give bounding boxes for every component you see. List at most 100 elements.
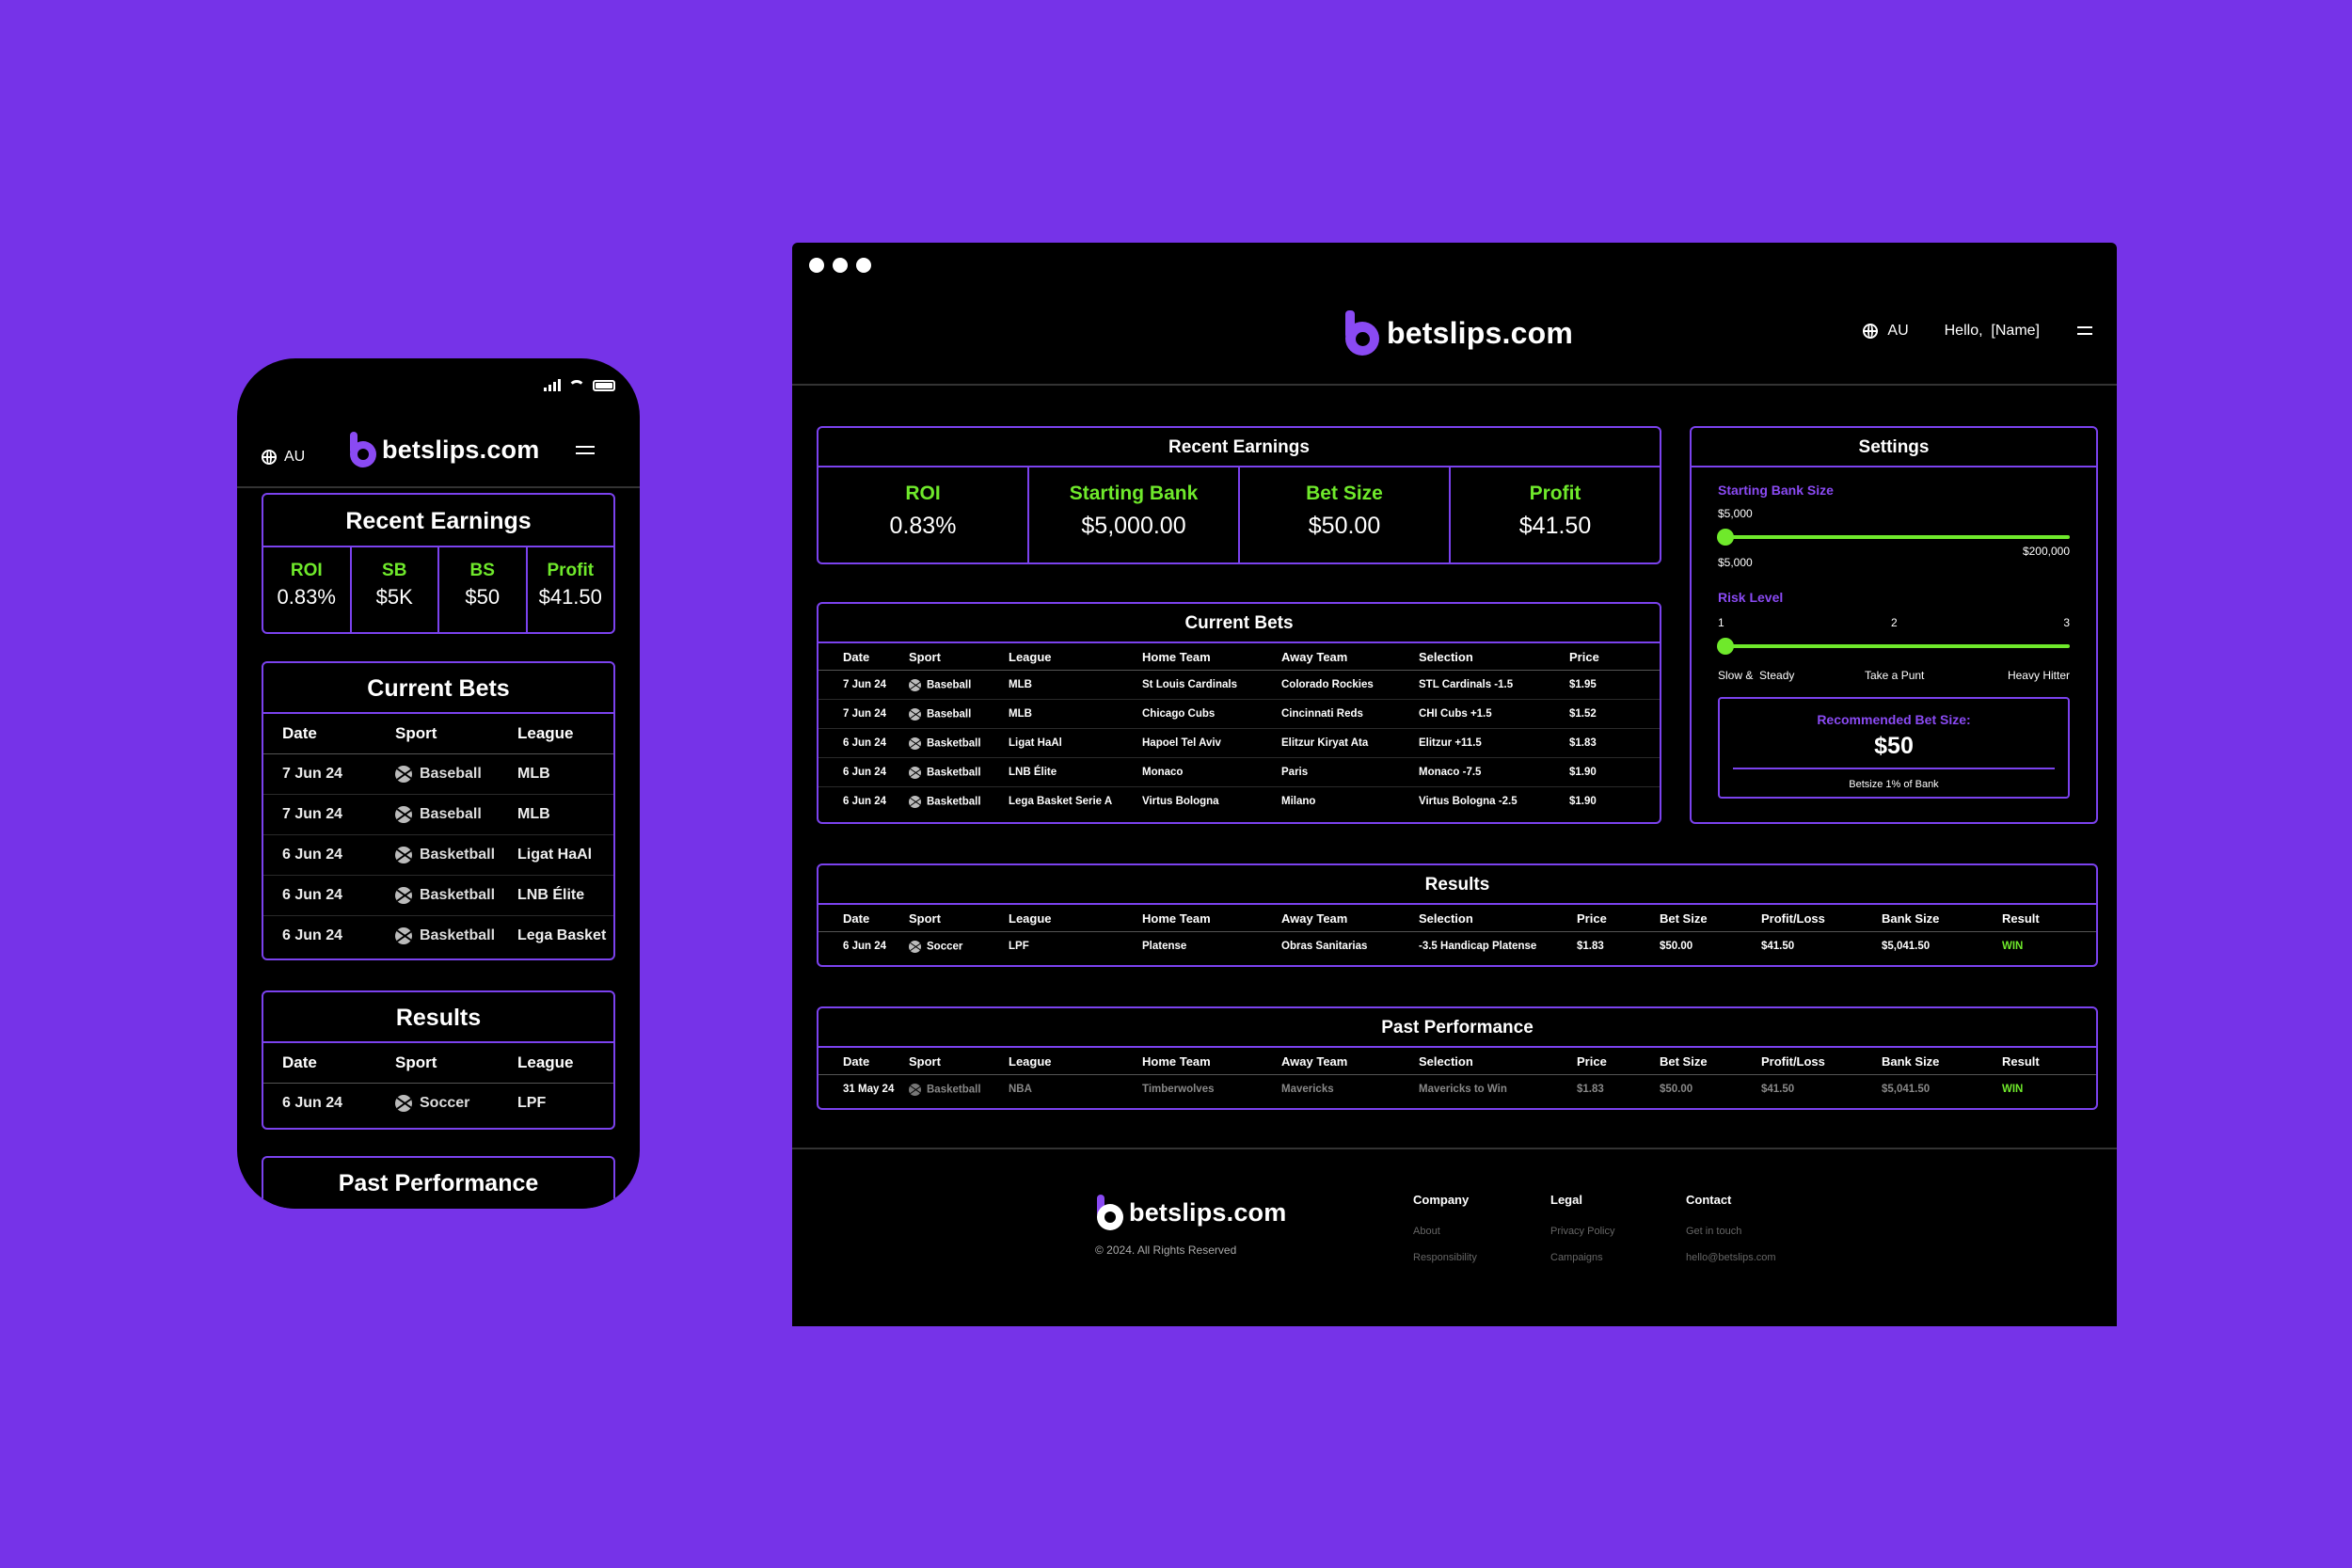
column-header: Price [1573,1048,1656,1075]
basketball-icon [395,927,412,944]
footer-heading: Company [1413,1193,1470,1207]
baseball-icon [909,678,921,691]
metric-starting-bank: Starting Bank $5,000.00 [1029,467,1240,562]
logo-icon [348,432,376,467]
mobile-header: AU betslips.com [237,413,640,488]
status-bar [544,379,615,391]
menu-icon[interactable] [2077,322,2092,340]
footer-heading: Contact [1686,1193,1732,1207]
window-controls[interactable] [809,258,871,273]
card-title: Results [818,865,2096,905]
mobile-frame: AU betslips.com Recent Earnings ROI 0.83%… [237,358,640,1209]
past-performance-card: Past Performance Date Sport League Home … [817,1006,2098,1110]
footer-link[interactable]: Privacy Policy [1550,1226,1615,1237]
table-row[interactable]: 7 Jun 24 Baseball MLB Chicago Cubs Cincinnat… [818,699,1660,729]
soccer-icon [909,940,921,953]
column-header: Profit/Loss [1757,1048,1878,1075]
column-header: Sport [394,1043,516,1084]
column-header: Date [818,1048,905,1075]
risk-tick: 2 [1891,616,1898,629]
user-greeting[interactable]: Hello, [Name] [1944,322,2040,339]
column-header: Home Team [1138,1048,1278,1075]
table-row[interactable]: 6 Jun 24 Basketball Ligat HaAl Hapoel Tel A… [818,728,1660,758]
table-row[interactable]: 7 Jun 24 Baseball MLB St Louis Cardinals Col… [818,670,1660,700]
table-row[interactable]: 6 Jun 24 Basketball Ligat HaAl [263,834,613,876]
column-header: Profit/Loss [1757,905,1878,932]
table-row[interactable]: 31 May 24 Basketball NBA Timberwolves Mave… [818,1075,2096,1104]
column-header: League [1005,1048,1138,1075]
column-header: Bet Size [1656,905,1757,932]
basketball-icon [395,886,412,904]
bank-size-label: Starting Bank Size [1718,483,1834,498]
wifi-icon [568,380,585,391]
table-row[interactable]: 6 Jun 24 Basketball LNB Élite Monaco Paris Mo… [818,757,1660,787]
column-header: Date [263,714,394,754]
table-row[interactable]: 7 Jun 24 Baseball MLB [263,753,613,795]
risk-name: Heavy Hitter [2007,669,2070,682]
column-header: Bank Size [1878,1048,1998,1075]
footer-link[interactable]: hello@betslips.com [1686,1252,1776,1263]
basketball-icon [909,1083,921,1096]
globe-icon [1863,323,1879,339]
table-row[interactable]: 6 Jun 24 Basketball Lega Basket Serie A Vir… [843,795,1597,808]
locale-selector[interactable]: AU [262,449,305,466]
column-header: Result [1998,905,2096,932]
footer-link[interactable]: About [1413,1226,1440,1237]
desktop-header: betslips.com AU Hello, [Name] [792,243,2117,386]
footer-heading: Legal [1550,1193,1582,1207]
footer-link[interactable]: Responsibility [1413,1252,1477,1263]
basketball-icon [395,846,412,863]
slider-handle[interactable] [1717,638,1734,655]
card-title: Settings [1692,428,2096,467]
baseball-icon [395,805,412,823]
footer-column-contact: Contact Get in touch hello@betslips.com [1686,1193,1776,1278]
recommended-note: Betsize 1% of Bank [1849,779,1939,790]
column-header: Home Team [1138,905,1278,932]
result-badge: WIN [2002,1084,2024,1095]
column-header: League [1005,643,1138,671]
slider-handle[interactable] [1717,529,1734,546]
table-row[interactable]: 7 Jun 24 Baseball MLB [263,794,613,835]
metric-profit: Profit $41.50 [538,561,602,609]
footer-logo[interactable]: betslips.com [1095,1195,1286,1230]
past-performance-table: Date Sport League Home Team Away Team Se… [818,1048,2096,1103]
risk-tick: 3 [2063,616,2070,629]
results-table: Date Sport League 6 Jun 24 Soccer LPF [263,1043,613,1123]
risk-level-slider[interactable] [1717,638,2070,655]
menu-icon[interactable] [576,441,595,459]
table-row[interactable]: 6 Jun 24 Soccer LPF Platense Obras Sanitar… [818,932,2096,961]
table-row[interactable]: 6 Jun 24 Basketball Lega Basket [282,927,607,944]
column-header: Away Team [1278,1048,1415,1075]
column-header: Bank Size [1878,905,1998,932]
card-title: Recent Earnings [263,495,613,547]
column-header: Sport [394,714,516,754]
metric-roi: ROI 0.83% [263,547,352,632]
soccer-icon [395,1094,412,1112]
logo[interactable]: betslips.com [1343,310,1573,356]
bank-size-slider[interactable] [1717,529,2070,546]
baseball-icon [909,707,921,721]
current-bets-card: Current Bets Date Sport League 7 Jun 24 B… [262,661,615,960]
locale-selector[interactable]: AU [1863,323,1909,340]
column-header: Result [1998,1048,2096,1075]
column-header: Date [818,905,905,932]
basketball-icon [909,795,921,808]
card-title: Past Performance [338,1170,539,1196]
window-dot-icon [809,258,824,273]
current-bets-card: Current Bets Date Sport League Home Team… [817,602,1661,824]
footer-link[interactable]: Campaigns [1550,1252,1603,1263]
table-row[interactable]: 6 Jun 24 Basketball LNB Élite [263,875,613,916]
card-title: Current Bets [818,604,1660,643]
table-row[interactable]: 6 Jun 24 Soccer LPF [282,1094,547,1112]
footer-column-legal: Legal Privacy Policy Campaigns [1550,1193,1614,1278]
current-bets-table: Date Sport League 7 Jun 24 Baseball MLB 7 … [263,714,613,956]
window-dot-icon [856,258,871,273]
logo[interactable]: betslips.com [348,432,539,467]
footer-link[interactable]: Get in touch [1686,1226,1742,1237]
card-title: Results [263,992,613,1043]
battery-icon [593,380,615,391]
column-header: Bet Size [1656,1048,1757,1075]
logo-text: betslips.com [1129,1197,1287,1227]
browser-window: betslips.com AU Hello, [Name] Recent Ear… [792,243,2117,1326]
bank-size-value: $5,000 [1718,507,1753,520]
